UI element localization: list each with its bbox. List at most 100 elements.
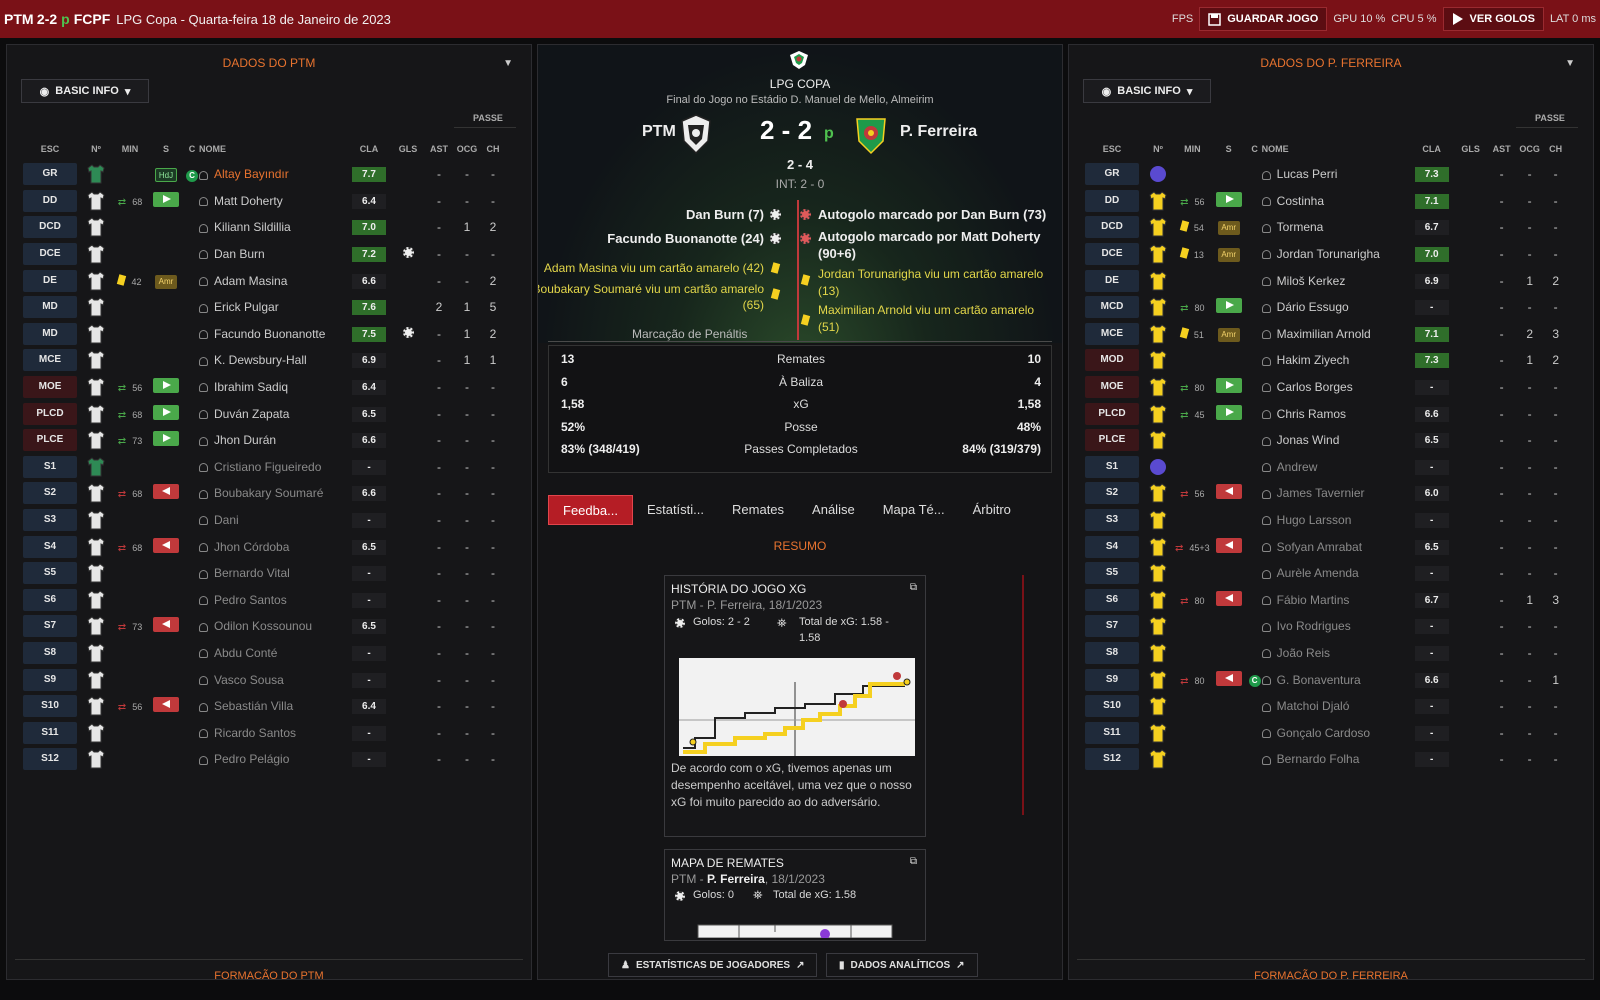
player-name-cell[interactable]: Abdu Conté [199, 640, 347, 667]
player-name-cell[interactable]: Ivo Rodrigues [1261, 613, 1410, 640]
player-row[interactable]: MCE K. Dewsbury-Hall 6.9 - 1 1 [21, 347, 505, 374]
player-row[interactable]: S1 Cristiano Figueiredo - - - - [21, 454, 505, 481]
tab-analysis[interactable]: Análise [812, 502, 855, 517]
player-row[interactable]: PLCD ⇄ 45 Chris Ramos 6.6 - - - [1083, 400, 1568, 427]
player-name[interactable]: Ibrahim Sadiq [214, 380, 289, 395]
player-name-cell[interactable]: Miloš Kerkez [1261, 267, 1410, 294]
column-header[interactable]: GLS [398, 144, 418, 154]
player-name-cell[interactable]: Sofyan Amrabat [1261, 533, 1410, 560]
player-name[interactable]: Facundo Buonanotte [214, 326, 326, 341]
column-header[interactable]: S [162, 144, 169, 154]
player-row[interactable]: DCE 13 Amr Jordan Torunarigha 7.0 - - - [1083, 241, 1568, 268]
player-name[interactable]: Matchoi Djaló [1276, 699, 1350, 714]
player-row[interactable]: DD ⇄ 68 Matt Doherty 6.4 - - - [21, 188, 505, 215]
player-name[interactable]: Jordan Torunarigha [1276, 247, 1380, 262]
player-name-cell[interactable]: Erick Pulgar [199, 294, 347, 321]
player-row[interactable]: S10 Matchoi Djaló - - - - [1083, 693, 1568, 720]
player-name-cell[interactable]: Ibrahim Sadiq [199, 374, 347, 401]
player-name[interactable]: James Tavernier [1276, 486, 1365, 501]
tab-tactical-map[interactable]: Mapa Té... [882, 502, 945, 517]
view-goals-button[interactable]: VER GOLOS [1442, 7, 1544, 31]
player-row[interactable]: GR HdJ C Altay Bayındır 7.7 - - - [21, 161, 505, 188]
player-name[interactable]: Lucas Perri [1276, 167, 1338, 182]
player-row[interactable]: S11 Gonçalo Cardoso - - - - [1083, 719, 1568, 746]
column-header[interactable]: OCG [1519, 144, 1540, 154]
player-name-cell[interactable]: Matchoi Djaló [1261, 693, 1410, 720]
player-name[interactable]: Jhon Durán [214, 433, 277, 448]
scrollbar[interactable] [1022, 575, 1024, 815]
player-row[interactable]: S3 Hugo Larsson - - - - [1083, 507, 1568, 534]
player-row[interactable]: S5 Aurèle Amenda - - - - [1083, 560, 1568, 587]
player-name[interactable]: Andrew [1276, 459, 1318, 474]
player-name-cell[interactable]: Boubakary Soumaré [199, 480, 347, 507]
player-name-cell[interactable]: Jordan Torunarigha [1261, 241, 1410, 268]
player-name-cell[interactable]: Dário Essugo [1261, 294, 1410, 321]
player-name[interactable]: João Reis [1276, 645, 1331, 660]
player-row[interactable]: S3 Dani - - - - [21, 507, 505, 534]
basic-info-dropdown[interactable]: ◉ BASIC INFO ▾ [21, 79, 149, 103]
player-name-cell[interactable]: Kiliann Sildillia [199, 214, 347, 241]
player-row[interactable]: MOE ⇄ 56 Ibrahim Sadiq 6.4 - - - [21, 374, 505, 401]
player-name[interactable]: Sebastián Villa [214, 699, 294, 714]
player-row[interactable]: PLCE Jonas Wind 6.5 - - - [1083, 427, 1568, 454]
player-name[interactable]: Miloš Kerkez [1276, 273, 1346, 288]
player-name[interactable]: Pedro Pelágio [214, 752, 290, 767]
player-row[interactable]: DD ⇄ 56 Costinha 7.1 - - - [1083, 188, 1568, 215]
column-header[interactable]: CLA [1422, 144, 1441, 154]
player-row[interactable]: S10 ⇄ 56 Sebastián Villa 6.4 - - - [21, 693, 505, 720]
player-name[interactable]: Abdu Conté [214, 645, 278, 660]
player-name-cell[interactable]: K. Dewsbury-Hall [199, 347, 347, 374]
player-name[interactable]: Costinha [1276, 193, 1325, 208]
player-name-cell[interactable]: Fábio Martins [1261, 587, 1410, 614]
player-row[interactable]: S7 Ivo Rodrigues - - - - [1083, 613, 1568, 640]
player-name[interactable]: Aurèle Amenda [1276, 566, 1359, 581]
player-name[interactable]: Gonçalo Cardoso [1276, 725, 1371, 740]
player-name[interactable]: Cristiano Figueiredo [214, 459, 322, 474]
player-name[interactable]: Duván Zapata [214, 406, 290, 421]
player-row[interactable]: S2 ⇄ 68 Boubakary Soumaré 6.6 - - - [21, 480, 505, 507]
player-name-cell[interactable]: Tormena [1261, 214, 1410, 241]
player-name[interactable]: Chris Ramos [1276, 406, 1347, 421]
player-stats-button[interactable]: ♟ ESTATÍSTICAS DE JOGADORES ↗ [608, 953, 818, 977]
chevron-down-icon[interactable]: ▼ [503, 57, 513, 69]
player-name-cell[interactable]: Pedro Santos [199, 587, 347, 614]
player-name-cell[interactable]: Jonas Wind [1261, 427, 1410, 454]
player-row[interactable]: DCD 54 Amr Tormena 6.7 - - - [1083, 214, 1568, 241]
player-name-cell[interactable]: Facundo Buonanotte [199, 321, 347, 348]
player-name[interactable]: Hugo Larsson [1276, 513, 1352, 528]
player-name[interactable]: Dani [214, 513, 239, 528]
player-name-cell[interactable]: Gonçalo Cardoso [1261, 719, 1410, 746]
player-row[interactable]: DE Miloš Kerkez 6.9 - 1 2 [1083, 267, 1568, 294]
column-header[interactable]: MIN [1184, 144, 1201, 154]
player-row[interactable]: DE 42 Amr Adam Masina 6.6 - - 2 [21, 267, 505, 294]
save-game-button[interactable]: GUARDAR JOGO [1199, 7, 1328, 31]
player-row[interactable]: S9 ⇄ 80 C G. Bonaventura 6.6 - - 1 [1083, 666, 1568, 693]
chevron-down-icon[interactable]: ▼ [1565, 57, 1575, 69]
player-name[interactable]: Maximilian Arnold [1276, 326, 1371, 341]
player-row[interactable]: S6 ⇄ 80 Fábio Martins 6.7 - 1 3 [1083, 587, 1568, 614]
player-name-cell[interactable]: Ricardo Santos [199, 719, 347, 746]
player-name-cell[interactable]: Bernardo Vital [199, 560, 347, 587]
player-row[interactable]: MCD ⇄ 80 Dário Essugo - - - - [1083, 294, 1568, 321]
column-header[interactable]: GLS [1461, 144, 1480, 154]
player-row[interactable]: S12 Pedro Pelágio - - - - [21, 746, 505, 773]
player-row[interactable]: MOD Hakim Ziyech 7.3 - 1 2 [1083, 347, 1568, 374]
player-name[interactable]: Jonas Wind [1276, 433, 1340, 448]
player-name-cell[interactable]: Aurèle Amenda [1261, 560, 1410, 587]
player-name-cell[interactable]: Altay Bayındır [199, 161, 347, 188]
player-row[interactable]: S11 Ricardo Santos - - - - [21, 719, 505, 746]
player-name[interactable]: Erick Pulgar [214, 300, 279, 315]
player-name[interactable]: Bernardo Folha [1276, 752, 1360, 767]
player-name-cell[interactable]: Cristiano Figueiredo [199, 454, 347, 481]
player-name-cell[interactable]: Duván Zapata [199, 400, 347, 427]
xg-history-card[interactable]: HISTÓRIA DO JOGO XG ⧉ PTM - P. Ferreira,… [664, 575, 926, 837]
player-name[interactable]: Sofyan Amrabat [1276, 539, 1363, 554]
player-name-cell[interactable]: Bernardo Folha [1261, 746, 1410, 773]
player-row[interactable]: MD Erick Pulgar 7.6 2 1 5 [21, 294, 505, 321]
player-name-cell[interactable]: Carlos Borges [1261, 374, 1410, 401]
player-name-cell[interactable]: Dan Burn [199, 241, 347, 268]
player-name-cell[interactable]: Maximilian Arnold [1261, 321, 1410, 348]
tab-shots[interactable]: Remates [732, 502, 785, 517]
player-name-cell[interactable]: Hakim Ziyech [1261, 347, 1410, 374]
home-formation-footer[interactable]: FORMAÇÃO DO PTM [15, 959, 523, 979]
